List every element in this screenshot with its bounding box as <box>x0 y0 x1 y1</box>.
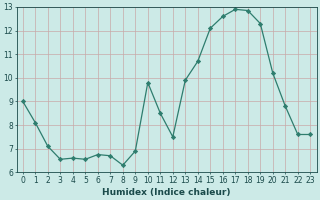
X-axis label: Humidex (Indice chaleur): Humidex (Indice chaleur) <box>102 188 231 197</box>
